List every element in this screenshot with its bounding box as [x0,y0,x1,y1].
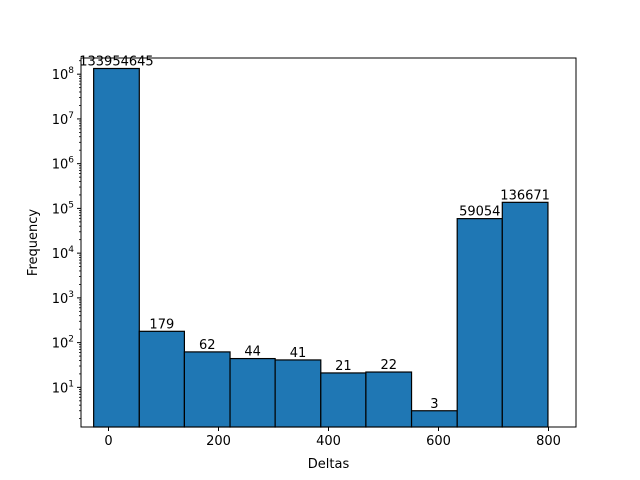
histogram-bar [138,330,186,428]
bar-value-label: 133954645 [79,55,153,70]
bar-value-label: 44 [244,345,261,360]
y-tick-label: 103 [52,290,74,307]
x-tick-label: 400 [316,434,341,449]
y-axis-title: Frequency [26,209,41,276]
x-tick-label: 0 [104,434,112,449]
histogram-bar [274,359,322,428]
bar-value-label: 179 [149,317,174,332]
x-tick-label: 600 [426,434,451,449]
bar-value-label: 21 [335,359,352,374]
y-tick-label: 107 [52,111,74,128]
histogram-bar [183,351,231,428]
x-axis: 0 200 400 600 800 [104,427,561,449]
plot-frame [80,57,577,428]
y-tick-label: 105 [52,200,74,217]
x-tick-label: 800 [536,434,561,449]
histogram-bar [410,410,458,428]
y-tick-label: 104 [52,245,75,262]
histogram-bar [456,218,503,428]
x-tick-label: 200 [206,434,231,449]
y-tick-label: 106 [52,156,75,173]
bar-value-label: 22 [380,358,397,373]
histogram-bar [93,67,140,428]
bar-value-label: 3 [430,397,438,412]
bar-value-label: 136671 [500,188,550,203]
x-axis-title: Deltas [308,457,350,472]
bar-value-label: 59054 [459,205,500,220]
y-tick-label: 101 [52,379,74,396]
bar-value-label: 62 [199,338,216,353]
bars-group [93,67,549,428]
histogram-bar [501,201,549,428]
y-tick-label: 108 [52,66,75,83]
histogram-bar [229,357,276,428]
y-tick-label: 102 [52,335,74,352]
y-axis: 101 102 103 104 105 106 107 108 [52,60,81,420]
histogram-bar [320,372,367,428]
bar-value-label: 41 [290,346,307,361]
histogram-bar [365,371,413,428]
